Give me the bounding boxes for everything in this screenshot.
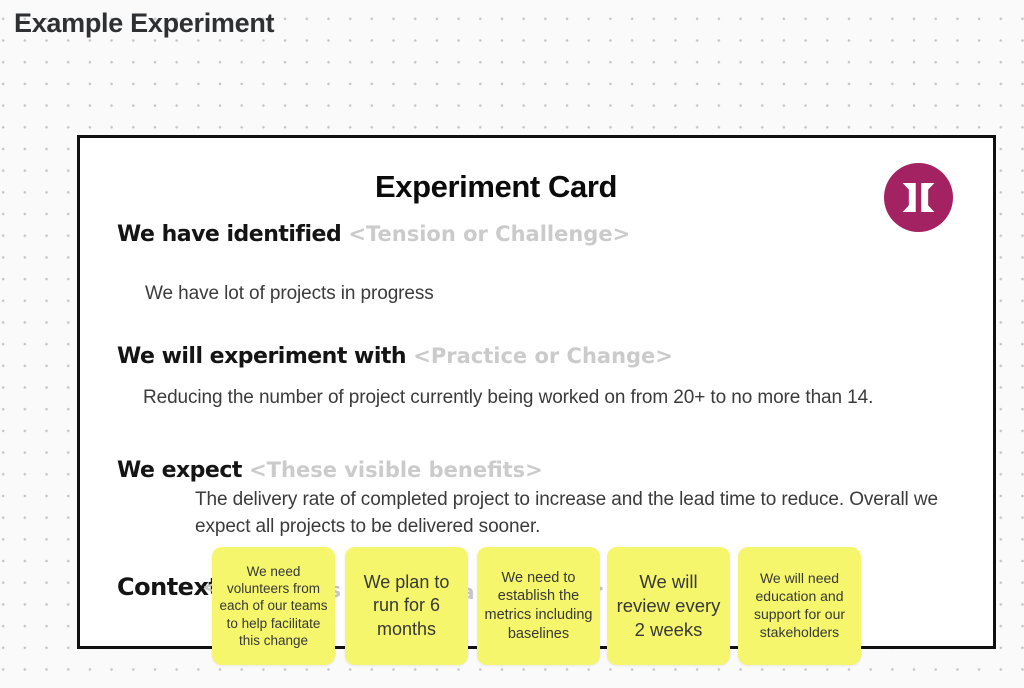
section-experiment-placeholder: <Practice or Change> — [413, 344, 673, 368]
sticky-note-volunteers[interactable]: We need volunteers from each of our team… — [212, 547, 335, 665]
section-expect-body[interactable]: The delivery rate of completed project t… — [195, 489, 938, 537]
section-identified-body[interactable]: We have lot of projects in progress — [145, 283, 434, 304]
brand-logo-icon — [884, 163, 953, 232]
section-identified-placeholder: <Tension or Challenge> — [348, 222, 631, 246]
section-experiment-header[interactable]: We will experiment with <Practice or Cha… — [117, 344, 673, 369]
sticky-note-review[interactable]: We will review every 2 weeks — [607, 547, 730, 665]
sticky-note-duration[interactable]: We plan to run for 6 months — [345, 547, 468, 665]
section-experiment-label: We will experiment with — [117, 344, 407, 369]
section-expect-header[interactable]: We expect <These visible benefits> — [117, 458, 543, 483]
section-experiment-body[interactable]: Reducing the number of project currently… — [143, 387, 874, 408]
section-identified-header[interactable]: We have identified <Tension or Challenge… — [117, 222, 630, 247]
sticky-note-metrics[interactable]: We need to establish the metrics includi… — [477, 547, 600, 665]
section-context-label: Context — [117, 573, 220, 601]
board-title[interactable]: Example Experiment — [14, 8, 275, 38]
section-context-header[interactable]: Context — [117, 573, 220, 601]
section-expect-placeholder: <These visible benefits> — [249, 458, 543, 482]
section-identified-label: We have identified — [117, 222, 342, 247]
card-title: Experiment Card — [374, 169, 618, 204]
section-expect-label: We expect — [117, 458, 242, 483]
sticky-note-education[interactable]: We will need education and support for o… — [738, 547, 861, 665]
